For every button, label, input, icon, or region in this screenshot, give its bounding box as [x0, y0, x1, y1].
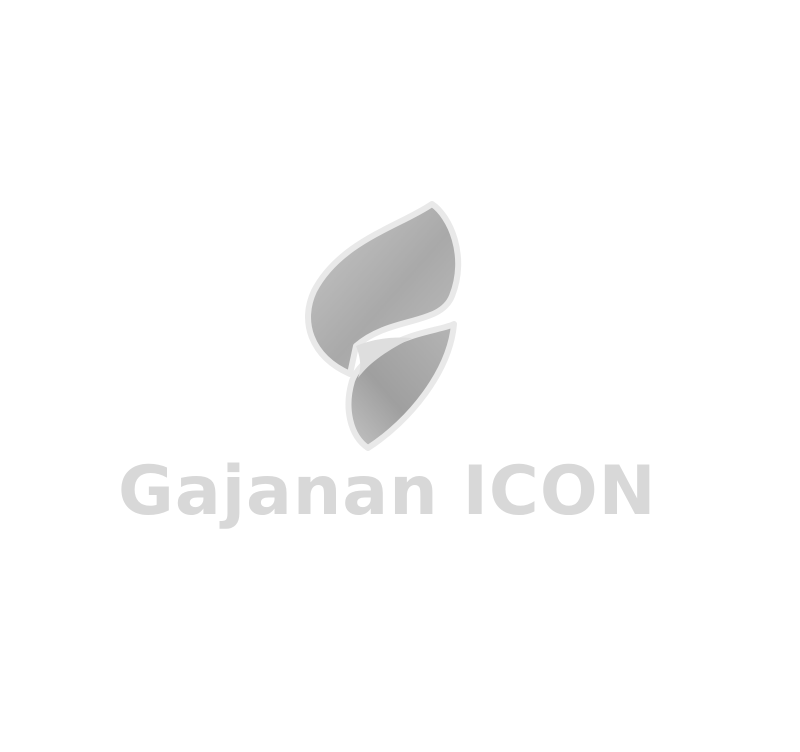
brand-wordmark: Gajanan ICON	[110, 452, 690, 532]
brand-name-secondary: ICON	[462, 452, 657, 531]
brand-name-primary: Gajanan	[118, 452, 439, 531]
flame-upper-blade	[305, 201, 462, 377]
flame-icon	[305, 201, 462, 451]
flame-fold-highlight	[356, 337, 412, 378]
